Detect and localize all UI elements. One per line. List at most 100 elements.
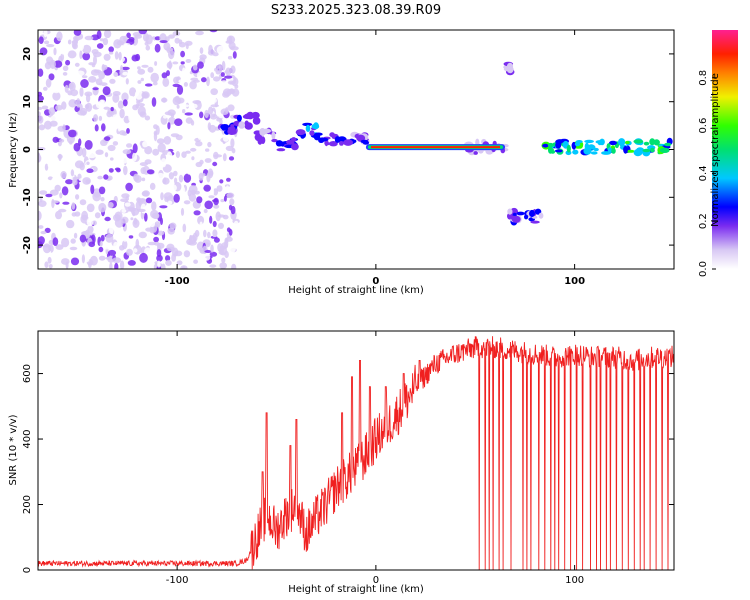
noise-speckle	[171, 253, 177, 262]
colorbar-tick-label: 0.0	[698, 261, 709, 277]
noise-speckle	[92, 87, 99, 91]
noise-speckle	[66, 219, 75, 229]
noise-speckle	[191, 132, 197, 138]
noise-speckle	[233, 220, 239, 228]
noise-speckle	[209, 251, 218, 257]
noise-speckle	[110, 106, 114, 112]
noise-speckle	[100, 197, 105, 202]
noise-speckle	[118, 51, 122, 61]
noise-speckle	[172, 83, 181, 88]
noise-speckle	[68, 129, 77, 138]
noise-speckle	[229, 46, 239, 51]
noise-speckle	[58, 153, 62, 161]
noise-speckle	[121, 92, 129, 102]
noise-speckle	[201, 77, 207, 83]
colorbar-label: Normalized spectral amplitude	[710, 73, 721, 227]
noise-speckle	[131, 54, 139, 62]
noise-speckle	[62, 65, 69, 72]
noise-speckle	[101, 123, 106, 132]
noise-speckle	[219, 262, 227, 269]
noise-speckle	[84, 104, 90, 109]
noise-speckle	[108, 168, 114, 173]
noise-speckle	[44, 227, 51, 233]
noise-speckle	[160, 50, 164, 55]
noise-speckle	[167, 122, 171, 130]
spectrogram-data	[38, 30, 673, 269]
noise-speckle	[168, 49, 175, 60]
noise-speckle	[46, 44, 55, 48]
noise-speckle	[224, 239, 229, 248]
noise-speckle	[121, 208, 127, 213]
noise-speckle	[124, 175, 130, 180]
spectral-feature	[302, 122, 313, 127]
spectral-feature	[221, 127, 227, 131]
noise-speckle	[126, 127, 130, 134]
noise-speckle	[213, 154, 223, 158]
spectral-feature	[659, 147, 670, 153]
noise-speckle	[60, 50, 69, 55]
spectral-feature	[334, 136, 341, 143]
noise-speckle	[213, 197, 219, 206]
noise-speckle	[130, 217, 134, 221]
noise-speckle	[195, 141, 203, 147]
noise-speckle	[178, 79, 187, 84]
noise-speckle	[93, 188, 101, 198]
noise-speckle	[193, 259, 199, 264]
noise-speckle	[119, 108, 125, 119]
spectral-feature	[542, 143, 549, 148]
noise-speckle	[228, 156, 235, 161]
noise-speckle	[160, 192, 164, 201]
snr-data	[38, 336, 674, 570]
noise-speckle	[212, 229, 218, 237]
noise-speckle	[43, 30, 48, 38]
noise-speckle	[174, 250, 183, 257]
noise-speckle	[173, 233, 178, 242]
noise-speckle	[212, 161, 218, 167]
spectral-feature	[643, 141, 650, 146]
noise-speckle	[123, 43, 131, 47]
noise-speckle	[137, 66, 141, 70]
noise-speckle	[108, 51, 114, 55]
noise-speckle	[88, 76, 97, 83]
noise-speckle	[65, 59, 71, 66]
spectral-feature	[295, 129, 306, 136]
noise-speckle	[136, 197, 142, 203]
noise-speckle	[154, 61, 158, 66]
snr-xtick-label: 0	[373, 575, 379, 586]
noise-speckle	[226, 192, 235, 199]
noise-speckle	[126, 248, 133, 256]
noise-speckle	[45, 78, 52, 88]
noise-speckle	[44, 261, 49, 269]
spectral-feature	[257, 137, 263, 145]
noise-speckle	[39, 190, 48, 195]
noise-speckle	[164, 111, 172, 116]
spectral-feature	[593, 147, 599, 152]
noise-speckle	[204, 109, 209, 119]
noise-speckle	[212, 220, 217, 228]
noise-speckle	[197, 181, 205, 187]
noise-speckle	[181, 104, 190, 108]
noise-speckle	[173, 170, 178, 177]
noise-speckle	[197, 215, 205, 225]
noise-speckle	[82, 177, 91, 185]
noise-speckle	[161, 97, 168, 103]
noise-speckle	[84, 140, 93, 150]
noise-speckle	[222, 136, 229, 142]
noise-speckle	[154, 113, 159, 118]
noise-speckle	[125, 182, 133, 192]
spectral-feature	[357, 135, 362, 142]
spectral-feature	[516, 211, 525, 216]
noise-speckle	[185, 124, 194, 129]
noise-speckle	[183, 82, 188, 87]
noise-speckle	[196, 196, 203, 204]
noise-speckle	[100, 99, 106, 108]
noise-speckle	[203, 89, 208, 97]
noise-speckle	[81, 254, 85, 264]
noise-speckle	[112, 175, 122, 184]
noise-speckle	[166, 243, 175, 252]
noise-speckle	[49, 120, 58, 127]
noise-speckle	[216, 185, 223, 192]
noise-speckle	[138, 30, 148, 35]
noise-speckle	[217, 214, 226, 218]
noise-speckle	[109, 224, 114, 235]
